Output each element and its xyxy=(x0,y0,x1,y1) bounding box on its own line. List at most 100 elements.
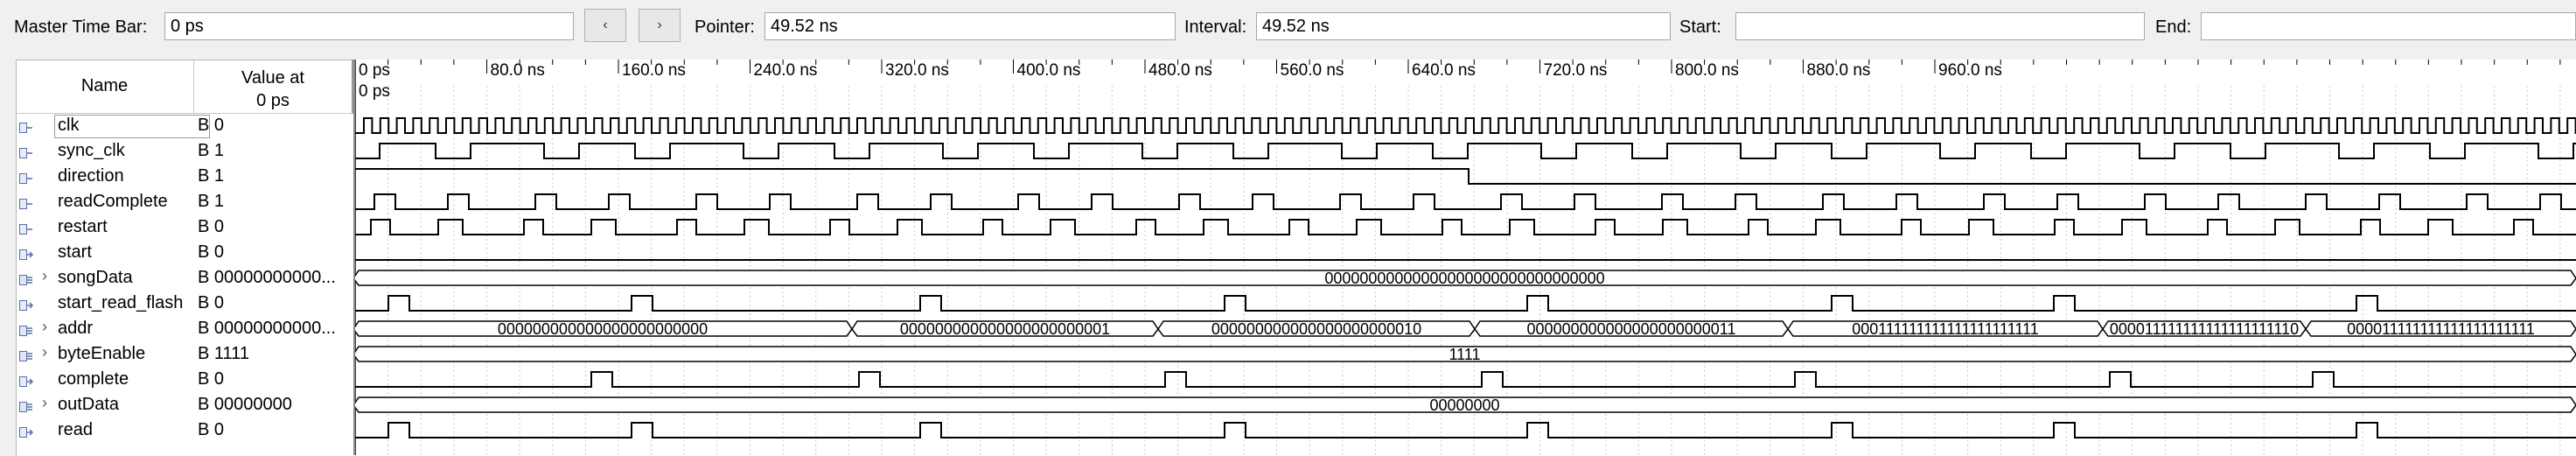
waveform-addr-value: 000000000000000000000011 xyxy=(1527,320,1736,338)
waveform-complete[interactable] xyxy=(353,371,2576,388)
signal-name: clk xyxy=(58,116,80,135)
ruler-tick-label: 800.0 ns xyxy=(1675,61,1739,80)
ruler-tick-label: 960.0 ns xyxy=(1938,61,2002,80)
waveform-addr-value: 000000000000000000000000 xyxy=(498,320,708,338)
signal-value: B 1 xyxy=(198,166,225,186)
signal-row[interactable]: › byteEnable B 1111 xyxy=(16,342,353,368)
cursor-label: 0 ps xyxy=(359,82,390,101)
output-pin-icon xyxy=(19,373,34,387)
signal-row[interactable]: sync_clk B 1 xyxy=(16,139,353,165)
previous-transition-button[interactable]: ‹ xyxy=(584,9,626,42)
pointer-label: Pointer: xyxy=(695,18,755,37)
start-label: Start: xyxy=(1679,18,1721,37)
signal-value: B 1 xyxy=(198,192,225,211)
input-pin-icon xyxy=(19,144,32,158)
waveform-clk[interactable] xyxy=(353,117,2576,134)
signal-row[interactable]: complete B 0 xyxy=(16,368,353,393)
input-pin-icon xyxy=(19,195,32,209)
signal-value: B 00000000 xyxy=(198,395,292,414)
waveform-addr-value: 000011111111111111111110 xyxy=(2110,320,2299,338)
expand-chevron-icon[interactable]: › xyxy=(42,343,47,361)
signal-row[interactable]: › outData B 00000000 xyxy=(16,393,353,418)
chevron-left-icon: ‹ xyxy=(603,18,608,32)
signal-value: B 0 xyxy=(198,293,225,312)
pane-divider[interactable] xyxy=(353,60,355,455)
waveform-sync-clk[interactable] xyxy=(353,143,2576,159)
signal-name: direction xyxy=(58,166,124,186)
signal-row[interactable]: start_read_flash B 0 xyxy=(16,291,353,317)
signal-row[interactable]: read B 0 xyxy=(16,418,353,444)
signal-name: complete xyxy=(58,369,129,389)
signal-row[interactable]: readComplete B 1 xyxy=(16,190,353,215)
waveform-addr-segment[interactable] xyxy=(2305,320,2576,337)
waveform-outdata-value: 00000000 xyxy=(1429,396,1499,414)
waveform-canvas[interactable]: 0 ps 80.0 ns 160.0 ns 240.0 ns 320.0 ns 400.0… xyxy=(353,60,2576,455)
waveform-readcomplete[interactable] xyxy=(353,193,2576,210)
value-header-line1: Value at xyxy=(241,68,304,88)
signal-value: B 0 xyxy=(198,217,225,236)
ruler-tick-label: 480.0 ns xyxy=(1148,61,1212,80)
signal-name: songData xyxy=(58,268,133,287)
interval-field[interactable]: 49.52 ns xyxy=(1256,12,1671,40)
signal-row[interactable]: restart B 0 xyxy=(16,215,353,241)
start-field[interactable] xyxy=(1735,12,2145,40)
expand-chevron-icon[interactable]: › xyxy=(42,267,47,284)
end-field[interactable] xyxy=(2201,12,2576,40)
signal-name: start_read_flash xyxy=(58,293,184,312)
waveform-addr-value: 000000000000000000000001 xyxy=(900,320,1110,338)
ruler-tick-label: 80.0 ns xyxy=(491,61,545,80)
signal-row[interactable]: › addr B 00000000000... xyxy=(16,317,353,342)
toolbar: Master Time Bar: 0 ps ‹ › Pointer: 49.52… xyxy=(0,0,2576,58)
expand-chevron-icon[interactable]: › xyxy=(42,394,47,411)
signal-value: B 0 xyxy=(198,420,225,439)
signal-row[interactable]: start B 0 xyxy=(16,241,353,266)
signal-value: B 00000000000... xyxy=(198,319,336,338)
signal-row[interactable]: clk B 0 xyxy=(16,114,353,139)
signal-value: B 0 xyxy=(198,242,225,262)
ruler-tick-label: 560.0 ns xyxy=(1281,61,1344,80)
signal-name: read xyxy=(58,420,94,439)
output-bus-icon xyxy=(19,347,32,361)
master-time-bar-field[interactable]: 0 ps xyxy=(164,12,574,40)
end-label: End: xyxy=(2155,18,2192,37)
signal-name: start xyxy=(58,242,92,262)
signal-value: B 00000000000... xyxy=(198,268,336,287)
name-column-header[interactable]: Name xyxy=(16,60,194,114)
output-pin-icon xyxy=(19,297,34,311)
waveform-outdata-segment[interactable] xyxy=(353,396,2576,413)
signal-row[interactable]: › songData B 00000000000... xyxy=(16,266,353,291)
waveform-songdata-value: 00000000000000000000000000000000 xyxy=(1324,270,1604,287)
ruler-tick-label: 720.0 ns xyxy=(1544,61,1608,80)
waveform-addr-value: 000000000000000000000010 xyxy=(1211,320,1421,338)
input-pin-icon xyxy=(19,119,32,133)
next-transition-button[interactable]: › xyxy=(639,9,681,42)
waveform-direction[interactable] xyxy=(353,168,2576,185)
waveform-read[interactable] xyxy=(353,422,2576,438)
input-pin-icon xyxy=(19,221,32,235)
expand-chevron-icon[interactable]: › xyxy=(42,318,47,335)
ruler-tick-label: 640.0 ns xyxy=(1412,61,1476,80)
output-pin-icon xyxy=(19,424,34,438)
pointer-field[interactable]: 49.52 ns xyxy=(764,12,1176,40)
signal-value: B 1111 xyxy=(198,344,249,363)
waveform-restart[interactable] xyxy=(353,219,2576,235)
ruler-tick-label: 320.0 ns xyxy=(885,61,949,80)
signal-name: restart xyxy=(58,217,108,236)
signal-value: B 0 xyxy=(198,116,225,135)
selection-box xyxy=(54,115,210,138)
master-time-bar-label: Master Time Bar: xyxy=(14,18,148,37)
signal-name: byteEnable xyxy=(58,344,146,363)
value-column-header[interactable]: Value at 0 ps xyxy=(194,60,353,114)
time-ruler[interactable] xyxy=(353,60,2576,86)
waveform-addr-value: 000011111111111111111111 xyxy=(2347,320,2535,338)
waveform-songdata-segment[interactable] xyxy=(353,270,2576,286)
signal-row[interactable]: direction B 1 xyxy=(16,165,353,190)
output-pin-icon xyxy=(19,246,34,260)
signal-value: B 1 xyxy=(198,141,225,160)
waveform-byteenable-segment[interactable] xyxy=(353,346,2576,362)
waveform-addr-value: 000111111111111111111111 xyxy=(1852,320,2039,338)
ruler-tick-label: 400.0 ns xyxy=(1017,61,1081,80)
waveform-start-read-flash[interactable] xyxy=(353,295,2576,312)
ruler-tick-label: 880.0 ns xyxy=(1807,61,1871,80)
ruler-tick-label: 0 ps xyxy=(359,61,390,80)
